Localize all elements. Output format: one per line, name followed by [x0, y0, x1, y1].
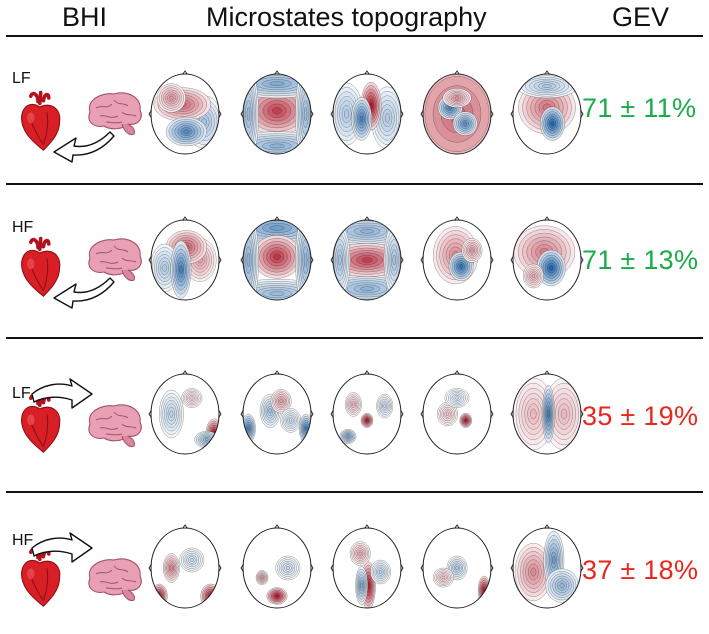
row-divider — [6, 337, 703, 339]
band-label: HF — [12, 532, 34, 549]
row-divider — [6, 491, 703, 493]
topography-map-1 — [148, 370, 222, 455]
brain-icon — [88, 404, 142, 447]
condition-row-hf-heart-to-brain: HF 37 ± 18% — [0, 494, 709, 634]
arrow-right-icon — [31, 378, 93, 409]
bhi-direction-illustration — [21, 90, 142, 163]
topography-map-1 — [148, 70, 222, 155]
header-microstates-topography: Microstates topography — [206, 2, 487, 32]
gev-value: 71 ± 11% — [582, 93, 697, 123]
row-divider — [6, 183, 703, 185]
gev-value: 71 ± 13% — [582, 245, 699, 275]
band-label: LF — [12, 385, 31, 402]
brain-icon — [88, 558, 142, 601]
topography-map-4 — [420, 216, 494, 301]
bhi-direction-illustration — [21, 236, 142, 309]
condition-row-hf-brain-to-heart: HF 71 ± 13% — [0, 186, 709, 326]
heart-icon — [21, 90, 61, 151]
topography-map-3 — [330, 70, 404, 155]
topography-map-2 — [240, 370, 314, 455]
header-gev: GEV — [612, 2, 670, 32]
topography-map-5 — [510, 524, 584, 609]
topography-map-5 — [510, 370, 584, 455]
gev-value: 37 ± 18% — [582, 555, 699, 585]
heart-icon — [21, 236, 61, 297]
arrow-left-icon — [53, 277, 115, 309]
arrow-right-icon — [31, 532, 93, 563]
brain-icon — [88, 238, 142, 281]
topography-map-3 — [330, 370, 404, 455]
topography-map-5 — [510, 70, 584, 155]
heart-icon — [21, 392, 61, 453]
arrow-left-icon — [53, 131, 115, 163]
condition-row-lf-heart-to-brain: LF 35 ± 19% — [0, 340, 709, 480]
topography-map-5 — [510, 216, 584, 301]
band-label: HF — [12, 219, 34, 236]
header-rule — [6, 35, 703, 37]
topography-map-4 — [420, 70, 494, 155]
topography-map-2 — [240, 70, 314, 155]
topography-map-1 — [148, 216, 222, 301]
bhi-direction-illustration — [21, 532, 142, 607]
gev-value: 35 ± 19% — [582, 401, 699, 431]
topography-map-1 — [148, 524, 222, 609]
topography-map-3 — [330, 524, 404, 609]
bhi-direction-illustration — [21, 378, 142, 453]
heart-icon — [21, 546, 61, 607]
topography-map-2 — [240, 524, 314, 609]
header-bhi: BHI — [62, 2, 108, 32]
band-label: LF — [12, 70, 31, 87]
brain-icon — [88, 92, 142, 135]
topography-map-3 — [330, 216, 404, 301]
topography-map-2 — [240, 216, 314, 301]
topography-map-4 — [420, 370, 494, 455]
condition-row-lf-brain-to-heart: LF 71 ± 11% — [0, 40, 709, 180]
topography-map-4 — [420, 524, 494, 609]
